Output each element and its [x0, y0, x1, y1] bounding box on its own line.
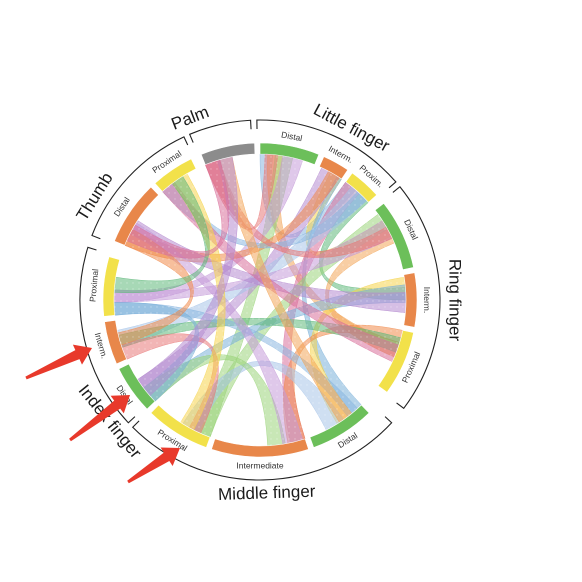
segment-label-ring: Interm.: [422, 287, 432, 313]
segment-arc-middle: [309, 404, 370, 448]
group-label-little: Little finger: [310, 100, 393, 156]
bracket-palm: [188, 119, 252, 143]
segment-arc-middle: [150, 404, 211, 448]
group-label-thumb: Thumb: [73, 169, 117, 224]
segment-arc-index: [104, 319, 128, 365]
segment-arcs: [102, 142, 418, 458]
red-arrow-icon: [25, 344, 92, 380]
segment-label-ring: Distal: [402, 218, 420, 242]
segment-arc-ring: [374, 202, 414, 271]
segment-arc-index: [102, 256, 121, 317]
segment-arc-index: [118, 363, 156, 410]
segment-arc-thumb: [114, 186, 160, 246]
segment-arc-thumb: [154, 158, 197, 192]
segment-arc-ring: [377, 329, 414, 393]
group-label-middle: Middle finger: [218, 482, 316, 504]
bracket-thumb: [91, 136, 189, 240]
segment-arc-palm: [200, 142, 256, 166]
bracket-middle: [131, 416, 393, 481]
segment-arc-middle: [211, 438, 309, 458]
segment-label-middle: Intermediate: [236, 460, 284, 470]
red-arrow-icon: [69, 395, 130, 442]
segment-label-little: Distal: [280, 129, 303, 143]
red-arrow-icon: [127, 447, 180, 484]
segment-arc-little: [318, 156, 349, 180]
bracket-little: [256, 119, 397, 189]
segment-label-index: Proximal: [87, 268, 100, 302]
segment-arc-little: [345, 172, 378, 203]
segment-arc-ring: [403, 272, 418, 328]
segment-arc-little: [259, 142, 320, 166]
bracket-ring: [392, 185, 441, 410]
red-arrows: [25, 344, 180, 484]
group-label-ring: Ring finger: [446, 259, 465, 342]
dot-overlay: [114, 154, 406, 446]
